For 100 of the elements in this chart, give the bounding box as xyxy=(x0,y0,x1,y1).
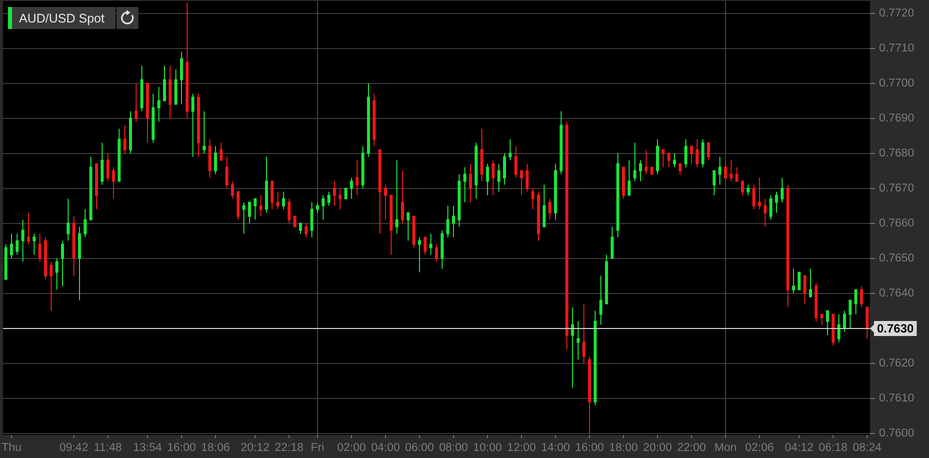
candlestick xyxy=(650,166,654,175)
candlestick xyxy=(707,142,710,161)
x-tick-label: 08:00 xyxy=(439,442,468,454)
candlestick xyxy=(140,65,144,112)
candlestick xyxy=(418,236,421,273)
candlestick xyxy=(304,222,308,238)
candlestick xyxy=(730,160,733,182)
candlestick xyxy=(134,82,138,122)
candlestick xyxy=(769,194,772,220)
candlestick xyxy=(792,268,795,294)
candlestick xyxy=(338,188,342,210)
candlestick xyxy=(282,191,285,210)
candlestick xyxy=(610,226,614,259)
x-tick-label: Mon xyxy=(714,442,737,454)
candlestick xyxy=(66,198,70,242)
y-tick-label: 0.7700 xyxy=(879,78,914,90)
candlestick xyxy=(486,163,489,196)
candlestick xyxy=(435,244,438,262)
ref-line-label: 0.7630 xyxy=(877,322,914,336)
candlestick xyxy=(758,177,761,210)
y-tick-label: 0.7610 xyxy=(879,392,914,404)
candlestick xyxy=(469,163,472,203)
x-tick-label: 16:00 xyxy=(167,442,196,454)
candlestick xyxy=(440,230,444,270)
candlestick xyxy=(854,289,858,315)
candlestick xyxy=(837,314,840,343)
candlestick xyxy=(571,306,574,388)
candlestick xyxy=(270,180,274,210)
x-tick-label: 16:00 xyxy=(575,442,604,454)
x-tick-label: 18:06 xyxy=(201,442,230,454)
candlestick xyxy=(78,226,81,301)
x-tick-label: 20:12 xyxy=(240,442,270,454)
candlestick xyxy=(118,128,121,182)
candlestick xyxy=(231,180,234,200)
candlestick xyxy=(146,82,149,144)
candlestick xyxy=(696,138,699,168)
y-tick-label: 0.7620 xyxy=(879,358,914,370)
y-tick-label: 0.7640 xyxy=(879,288,914,300)
candlestick xyxy=(186,2,189,119)
candlestick xyxy=(508,138,512,161)
candlestick xyxy=(662,149,665,168)
candlestick xyxy=(157,86,160,122)
x-tick-label: 22:00 xyxy=(677,442,706,454)
x-tick-label: 09:42 xyxy=(59,442,88,454)
candlestick xyxy=(378,149,382,234)
candlestick xyxy=(724,160,727,182)
candlestick xyxy=(390,194,393,256)
candlestick xyxy=(582,303,586,364)
candlestick xyxy=(180,51,183,105)
candlestick xyxy=(327,191,330,206)
candlestick xyxy=(458,174,461,228)
x-tick-label: 02:06 xyxy=(745,442,774,454)
candlestick xyxy=(826,310,829,336)
candlestick xyxy=(21,219,24,262)
text: AUD/USD Spot xyxy=(19,12,105,26)
x-tick-label: 18:00 xyxy=(609,442,638,454)
candlestick xyxy=(576,320,580,360)
candlestick xyxy=(356,160,359,196)
candlestick xyxy=(633,142,636,182)
candlestick xyxy=(866,306,869,340)
candlestick xyxy=(503,152,506,186)
candlestick xyxy=(265,156,268,214)
candlestick xyxy=(644,149,648,175)
candlestick xyxy=(276,191,280,210)
candlestick xyxy=(163,65,166,102)
candlestick xyxy=(775,191,778,214)
candlestick xyxy=(95,163,98,210)
candlestick xyxy=(690,146,693,164)
candlestick xyxy=(718,156,722,186)
candlestick xyxy=(112,166,115,200)
candlestick xyxy=(667,152,670,168)
candlestick xyxy=(474,142,478,200)
candlestick xyxy=(254,198,257,220)
candlestick xyxy=(84,208,87,238)
candlestick xyxy=(656,138,659,175)
candlestick xyxy=(208,138,212,178)
candlestick xyxy=(38,233,42,262)
candlestick xyxy=(55,258,58,290)
candlestick xyxy=(548,198,552,220)
candlestick xyxy=(848,300,852,329)
candlestick xyxy=(50,261,53,312)
candlestick xyxy=(712,170,716,196)
candlestick xyxy=(514,146,518,178)
candlestick xyxy=(678,163,682,175)
x-tick-label: 12:00 xyxy=(507,442,536,454)
candlestick xyxy=(401,170,404,224)
x-tick-label: 04:00 xyxy=(371,442,400,454)
candlestick xyxy=(809,268,812,298)
candlestick xyxy=(424,236,427,256)
candlestick xyxy=(560,110,563,175)
candlestick xyxy=(752,184,756,210)
candlestick xyxy=(350,177,353,200)
candlestick xyxy=(616,152,620,238)
candlestick xyxy=(554,163,557,220)
candlestick xyxy=(384,184,387,220)
candlestick xyxy=(248,202,251,224)
candlestick xyxy=(497,163,500,192)
candlestick xyxy=(526,163,529,192)
x-tick-label: 22:18 xyxy=(274,442,304,454)
candlestick xyxy=(72,216,76,276)
